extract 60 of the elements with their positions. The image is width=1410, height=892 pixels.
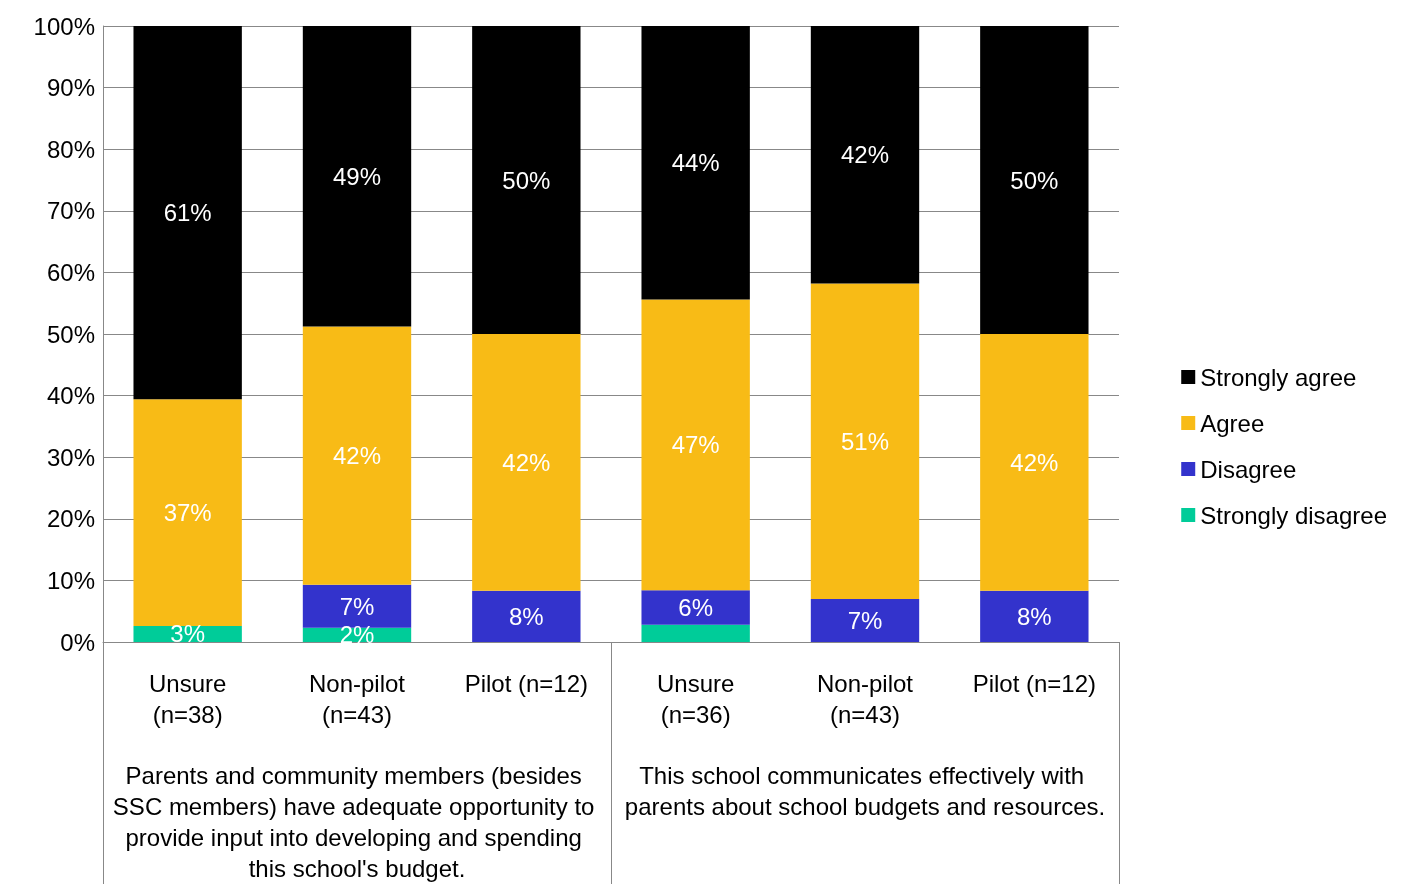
bar bbox=[302, 26, 412, 327]
y-tick-label: 100% bbox=[33, 12, 95, 40]
data-label: 3% bbox=[170, 620, 206, 648]
data-label: 42% bbox=[332, 442, 382, 470]
bar bbox=[810, 26, 920, 284]
y-tick-label: 80% bbox=[46, 135, 95, 163]
bar bbox=[641, 26, 750, 300]
x-tick-label: Non-pilot (n=43) bbox=[308, 670, 406, 728]
y-tick-label: 40% bbox=[46, 382, 95, 410]
data-label: 50% bbox=[1010, 166, 1059, 194]
data-label: 42% bbox=[1010, 448, 1059, 476]
bar bbox=[980, 334, 1089, 591]
text: Parents and community members (besides SSC members) have adequate opportunity to provide input into developing and spending this school's budget. bbox=[112, 762, 602, 882]
data-label: 44% bbox=[671, 149, 720, 177]
data-label: 8% bbox=[1016, 602, 1052, 630]
y-tick-label: 0% bbox=[60, 628, 95, 656]
y-tick-label: 30% bbox=[46, 443, 95, 471]
data-label: 61% bbox=[163, 199, 212, 227]
text: This school communicates effectively with parents about school budgets and resources. bbox=[624, 762, 1106, 820]
bar bbox=[641, 299, 750, 591]
bar bbox=[472, 590, 581, 642]
data-label: 37% bbox=[163, 499, 212, 527]
bar bbox=[133, 26, 242, 400]
y-tick-label: 10% bbox=[46, 566, 95, 594]
legend-label: Strongly disagree bbox=[1200, 501, 1388, 529]
data-label: 50% bbox=[502, 166, 551, 194]
data-label: 42% bbox=[502, 448, 551, 476]
data-label: 8% bbox=[508, 602, 544, 630]
bar bbox=[810, 283, 920, 599]
data-label: 7% bbox=[847, 606, 883, 634]
bar bbox=[302, 584, 412, 628]
x-tick-label: Non-pilot (n=43) bbox=[816, 670, 914, 728]
bar bbox=[302, 326, 412, 585]
x-tick-label: Pilot (n=12) bbox=[972, 670, 1097, 697]
legend-label: Strongly agree bbox=[1200, 363, 1357, 391]
legend-label: Disagree bbox=[1200, 455, 1297, 483]
y-tick-label: 60% bbox=[46, 258, 95, 286]
x-tick-label: Unsure (n=36) bbox=[656, 670, 735, 728]
data-label: 47% bbox=[671, 431, 720, 459]
bar bbox=[980, 26, 1089, 334]
y-tick-label: 70% bbox=[46, 197, 95, 225]
bar bbox=[980, 590, 1089, 642]
y-tick-label: 50% bbox=[46, 320, 95, 348]
data-label: 6% bbox=[678, 594, 714, 621]
x-tick-label: Unsure (n=38) bbox=[148, 670, 227, 728]
bar bbox=[810, 598, 920, 642]
bar bbox=[133, 399, 242, 626]
bar bbox=[472, 334, 581, 591]
data-label: 51% bbox=[840, 427, 890, 455]
data-label: 7% bbox=[339, 592, 375, 620]
data-label: 42% bbox=[840, 141, 890, 169]
x-tick-label: Pilot (n=12) bbox=[464, 670, 589, 697]
bar bbox=[641, 590, 750, 625]
y-tick-label: 90% bbox=[46, 74, 95, 102]
data-label: 49% bbox=[332, 162, 382, 190]
data-label: 2% bbox=[339, 621, 375, 649]
legend-label: Agree bbox=[1200, 409, 1265, 437]
bar bbox=[641, 624, 750, 642]
y-tick-label: 20% bbox=[46, 505, 95, 533]
bar bbox=[472, 26, 581, 334]
